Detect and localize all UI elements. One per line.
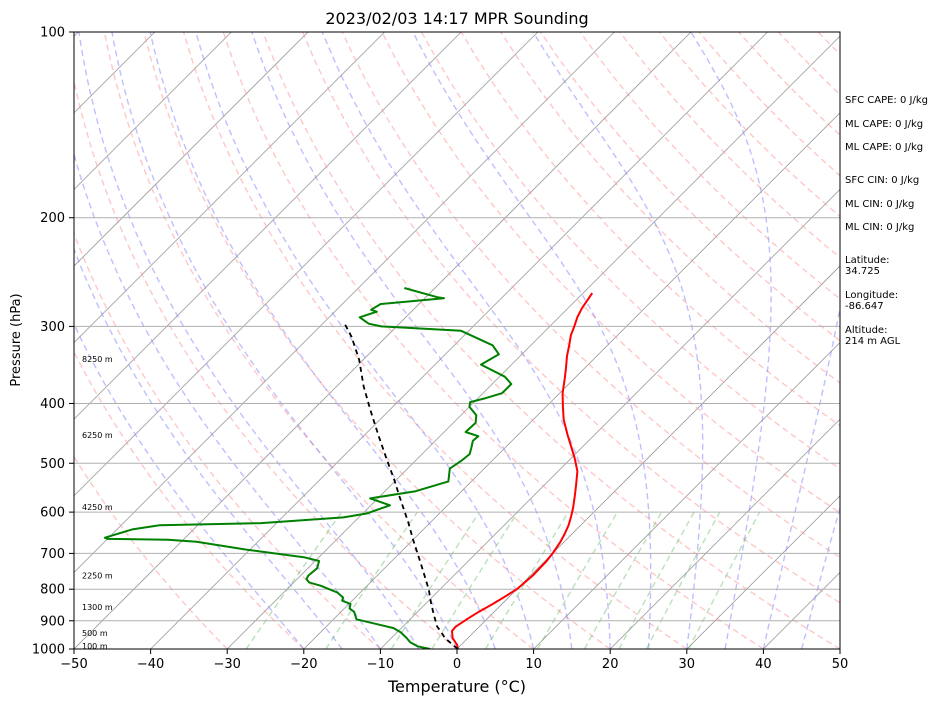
temperature-trace — [451, 292, 594, 649]
dry-adiabat-line — [143, 32, 611, 649]
dry-adiabat-line — [103, 32, 535, 649]
y-tick-label: 700 — [40, 547, 65, 562]
moist-adiabat-line — [78, 32, 420, 649]
sfc-cape-label: SFC CAPE: 0 J/kg — [845, 95, 928, 106]
height-label: 4250 m — [82, 503, 113, 512]
dry-adiabat-line — [579, 32, 840, 300]
x-tick-label: −50 — [60, 657, 87, 672]
moist-adiabat-line — [690, 32, 772, 649]
moist-adiabat-line — [74, 151, 381, 649]
moist-adiabat-line — [412, 32, 652, 649]
moist-adiabat-line — [251, 32, 573, 649]
isotherm-line — [303, 112, 840, 649]
isotherm-line — [609, 418, 840, 649]
reference-lines — [74, 32, 840, 649]
height-labels: 100 m 500 m 1300 m 2250 m 4250 m 6250 m 8250 m — [82, 355, 113, 651]
isotherm-line — [74, 32, 232, 190]
altitude-label: Altitude: 214 m AGL — [845, 325, 901, 347]
ml-cape-label-2: ML CAPE: 0 J/kg — [845, 142, 924, 153]
dry-adiabat-line — [539, 32, 840, 342]
moist-adiabat-line — [195, 32, 535, 649]
moist-adiabat-line — [762, 304, 840, 649]
ml-cin-label-2: ML CIN: 0 J/kg — [845, 222, 915, 233]
isotherm-line — [226, 35, 840, 649]
sfc-cin-label: SFC CIN: 0 J/kg — [845, 175, 920, 186]
isotherm-line — [150, 32, 768, 649]
x-tick-label: 20 — [602, 657, 619, 672]
dry-adiabat-line — [74, 350, 305, 649]
y-tick-label: 300 — [40, 320, 65, 335]
parcel-trace — [342, 321, 459, 649]
ml-cape-label: ML CAPE: 0 J/kg — [845, 119, 924, 130]
isotherm-line — [686, 495, 840, 649]
y-tick-label: 800 — [40, 583, 65, 598]
isotherm-line — [380, 188, 840, 649]
height-label: 6250 m — [82, 431, 113, 440]
y-tick-label: 100 — [40, 26, 65, 41]
isotherm-line — [74, 32, 385, 344]
y-tick-label: 200 — [40, 211, 65, 226]
isotherm-line — [74, 32, 539, 497]
isotherm-line — [74, 32, 309, 267]
x-tick-label: −10 — [367, 657, 394, 672]
isotherm-line — [533, 342, 840, 649]
y-axis: 1000 900 800 700 600 500 400 300 200 100 — [32, 26, 74, 658]
dewpoint-trace — [103, 287, 513, 649]
x-tick-label: 50 — [832, 657, 849, 672]
moist-adiabat-line — [532, 32, 704, 649]
mixing-ratio-line — [583, 511, 663, 649]
x-tick-label: 40 — [755, 657, 772, 672]
y-tick-label: 400 — [40, 397, 65, 412]
x-tick-label: −20 — [290, 657, 317, 672]
sounding-traces — [103, 287, 594, 649]
x-tick-label: 0 — [453, 657, 461, 672]
dry-adiabat-line — [74, 78, 458, 649]
chart-title: 2023/02/03 14:17 MPR Sounding — [325, 9, 588, 28]
x-tick-label: 10 — [525, 657, 542, 672]
longitude-label: Longitude: -86.647 — [845, 290, 899, 312]
y-tick-label: 1000 — [32, 643, 65, 658]
dry-adiabat-line — [262, 32, 840, 649]
mixing-ratio-line — [618, 511, 695, 649]
mixing-ratio-line — [536, 511, 619, 649]
isotherm-line — [74, 32, 615, 573]
x-axis-label: Temperature (°C) — [387, 677, 526, 696]
moist-adiabat-line — [74, 247, 343, 649]
x-tick-label: 30 — [679, 657, 696, 672]
latitude-label: Latitude: 34.725 — [845, 255, 890, 277]
mixing-ratio-line — [645, 511, 721, 649]
height-label: 100 m — [82, 642, 108, 651]
moist-adiabat-line — [801, 505, 840, 649]
height-label: 500 m — [82, 629, 108, 638]
moist-adiabat-line — [111, 32, 458, 649]
moist-adiabat-line — [149, 32, 496, 649]
dry-adiabat-line — [74, 231, 381, 649]
mixing-ratio-line — [484, 511, 569, 649]
isotherm-line — [456, 265, 840, 649]
x-tick-label: −40 — [137, 657, 164, 672]
y-tick-label: 600 — [40, 506, 65, 521]
height-label: 1300 m — [82, 603, 113, 612]
isotherm-line — [74, 32, 692, 649]
x-tick-label: −30 — [213, 657, 240, 672]
x-axis: −50 −40 −30 −20 −10 0 10 20 30 40 50 — [60, 649, 848, 672]
y-tick-label: 500 — [40, 457, 65, 472]
dry-adiabat-line — [182, 32, 688, 649]
y-tick-label: 900 — [40, 614, 65, 629]
moist-adiabat-line — [321, 32, 611, 649]
y-axis-label: Pressure (hPa) — [9, 293, 24, 386]
height-label: 2250 m — [82, 572, 113, 581]
height-label: 8250 m — [82, 355, 113, 364]
mixing-ratio-line — [688, 511, 761, 649]
isotherm-line — [74, 32, 462, 420]
ml-cin-label: ML CIN: 0 J/kg — [845, 199, 915, 210]
